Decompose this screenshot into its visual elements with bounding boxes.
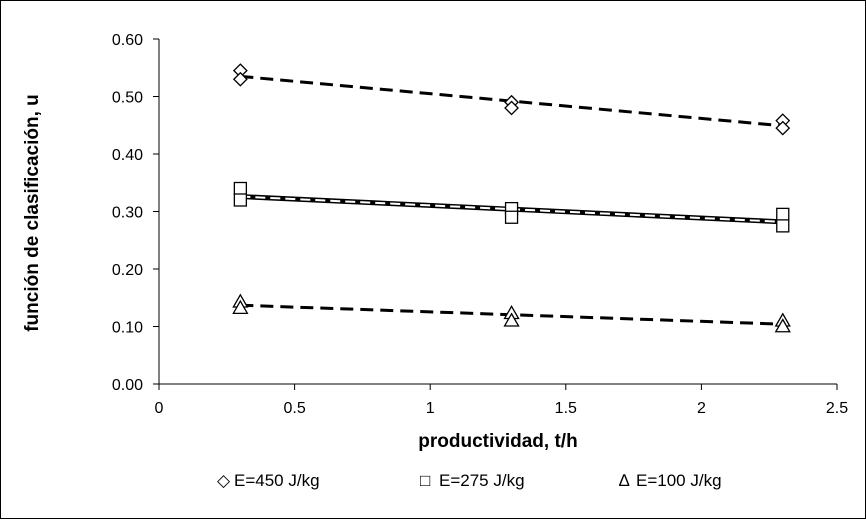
legend-label-e450: E=450 J/kg [234,471,320,490]
legend-symbol-e275: □ [420,471,430,490]
data-point-diamond [232,71,248,87]
x-axis-title: productividad, t/h [418,431,577,452]
data-point-square [233,181,248,196]
y-tick-label: 0.50 [112,90,143,107]
y-tick-label: 0.40 [112,147,143,164]
y-tick-label: 0.00 [112,377,143,394]
legend-label-e275: E=275 J/kg [439,471,525,490]
legend-label-e100: E=100 J/kg [636,471,722,490]
x-tick-label: 1.5 [555,400,577,417]
x-tick-label: 0.5 [283,400,305,417]
y-tick-label: 0.60 [112,32,143,49]
x-tick-label: 2 [697,400,706,417]
legend-symbol-e100: ∆ [619,471,630,490]
legend-symbol-e450: ◇ [217,471,231,490]
data-point-diamond [504,100,519,116]
data-point-triangle [774,318,791,333]
x-tick-label: 2.5 [826,400,848,417]
data-point-square [233,193,248,207]
data-point-square [504,210,519,224]
data-point-diamond [775,120,791,136]
y-tick-label: 0.30 [112,205,143,222]
data-point-square [776,207,790,222]
data-point-triangle [503,312,520,327]
y-tick-label: 0.20 [112,262,143,279]
data-point-square [776,219,790,233]
plot-area: 0.00 0.10 0.20 0.30 0.40 0.50 0.60 0 0.5 1 1.5 2 2.5 [112,32,848,417]
x-tick-label: 1 [426,400,435,417]
y-axis-title: función de clasificación, u [22,94,43,332]
legend: ◇ E=450 J/kg □ E=275 J/kg ∆ E=100 J/kg [217,471,722,490]
data-point-triangle [232,299,249,315]
y-tick-label: 0.10 [112,320,143,337]
x-tick-label: 0 [155,400,164,417]
